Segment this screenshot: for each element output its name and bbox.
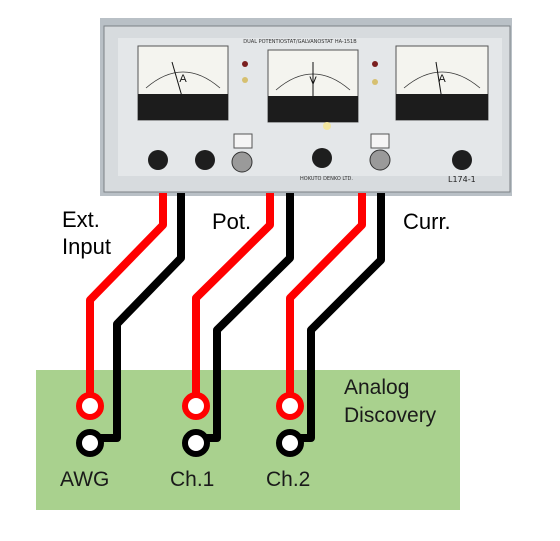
board-title-line1: Analog [344,376,410,399]
knob [452,150,472,170]
meter-base [138,94,228,120]
thumbwheel-switch [370,133,390,149]
thumbwheel-switch [233,133,253,149]
board-connectors [76,392,304,457]
black-wire-pot [196,193,294,442]
voltmeter-center: V [267,49,359,123]
meter-needle [435,61,443,101]
knob [231,151,253,173]
meter-needle [171,61,184,101]
indicator-lamp [323,122,331,130]
ch1-red-terminal [182,392,210,420]
potentiostat-instrument: DUAL POTENTIOSTAT/GALVANOSTAT HA-151B A … [100,18,512,196]
meter-scale-arc [145,71,221,89]
meter-unit-label: A [179,73,187,85]
instrument-brand: HOKUTO DENKO LTD. [300,176,353,182]
board-title-line2: Discovery [344,404,437,427]
knob [195,150,215,170]
red-wire-pot [192,193,274,402]
indicator-lamp [242,77,248,83]
ammeter-right: A [395,45,489,121]
meter-unit-label: V [309,75,317,87]
ammeter-left: A [137,45,229,121]
ch2-black-terminal [276,429,304,457]
knob [148,150,168,170]
indicator-lamp [372,61,378,67]
awg-black-terminal [76,429,104,457]
pot-label: Pot. [212,209,252,234]
meter-unit-label: A [438,73,446,85]
curr-label: Curr. [403,209,451,234]
meter-scale-arc [403,71,481,89]
cable-wires [86,193,385,442]
instrument-tag: L174-1 [448,175,476,184]
awg-red-terminal [76,392,104,420]
red-wire-ext-input [86,193,167,402]
meter-base [396,94,488,120]
awg-connector-label: AWG [60,468,110,491]
knob [312,148,332,168]
indicator-lamp [242,61,248,67]
ext-input-label-line1: Ext. [62,207,100,232]
instrument-model-label: DUAL POTENTIOSTAT/GALVANOSTAT HA-151B [243,39,357,45]
meter-base [268,96,358,122]
ext-input-label-line2: Input [62,234,111,259]
ch1-connector-label: Ch.1 [170,468,215,491]
red-wire-curr [286,193,366,402]
black-wire-ext-input [90,193,185,442]
ch2-red-terminal [276,392,304,420]
black-wire-curr [290,193,385,442]
control-knobs [148,133,472,173]
ch1-black-terminal [182,429,210,457]
indicator-lamp [372,79,378,85]
ch2-connector-label: Ch.2 [266,468,311,491]
knob [369,149,391,171]
